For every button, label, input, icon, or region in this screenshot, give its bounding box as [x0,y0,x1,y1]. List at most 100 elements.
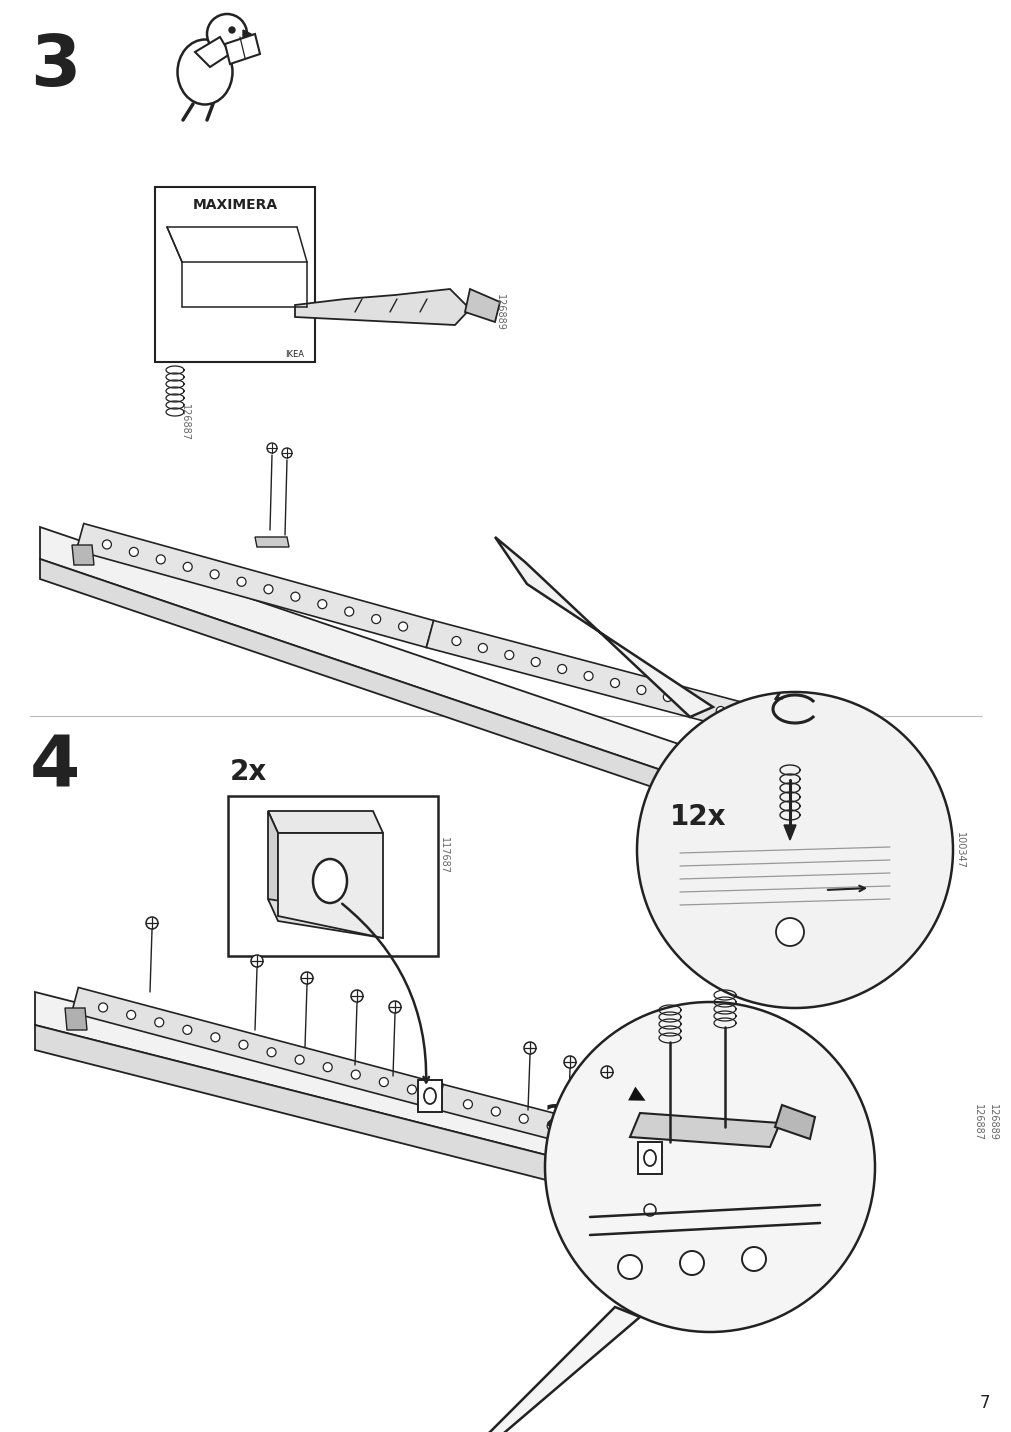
Circle shape [351,990,363,1002]
Circle shape [156,554,165,564]
Polygon shape [426,620,803,746]
Circle shape [371,614,380,623]
Polygon shape [762,1190,785,1211]
Circle shape [601,1065,613,1078]
Text: IKEA: IKEA [285,349,304,358]
Circle shape [251,955,263,967]
Polygon shape [72,546,94,566]
Ellipse shape [312,859,347,904]
Polygon shape [76,524,434,647]
Polygon shape [255,537,289,547]
Circle shape [210,570,219,579]
Circle shape [547,1121,556,1130]
Circle shape [129,547,139,557]
Circle shape [583,672,592,680]
Circle shape [183,563,192,571]
Circle shape [463,1100,472,1108]
Circle shape [690,699,698,709]
Text: 7: 7 [979,1393,989,1412]
Polygon shape [35,992,790,1217]
Circle shape [228,27,235,33]
Text: 126889: 126889 [494,294,504,331]
Circle shape [603,1136,612,1146]
Circle shape [282,448,292,458]
Polygon shape [418,1080,442,1113]
Circle shape [264,584,273,594]
Circle shape [662,693,671,702]
Circle shape [239,1040,248,1050]
Circle shape [146,916,158,929]
Circle shape [574,1128,583,1138]
Text: 100347: 100347 [954,832,964,868]
Polygon shape [435,1307,639,1432]
Circle shape [102,540,111,548]
Circle shape [524,1042,536,1054]
Circle shape [768,720,777,729]
Polygon shape [35,1025,790,1242]
Circle shape [237,577,246,586]
Circle shape [563,1055,575,1068]
Circle shape [323,1063,332,1071]
Polygon shape [774,1106,814,1138]
Text: MAXIMERA: MAXIMERA [192,198,277,212]
Circle shape [351,1070,360,1080]
Circle shape [658,1150,667,1160]
Circle shape [267,442,277,453]
Circle shape [618,1254,641,1279]
FancyBboxPatch shape [227,796,438,957]
Polygon shape [464,289,499,322]
Circle shape [557,664,566,673]
Circle shape [742,1173,751,1181]
Polygon shape [278,833,382,938]
Circle shape [452,636,460,646]
Circle shape [207,14,247,54]
Circle shape [388,1001,400,1012]
Text: 126887: 126887 [972,1104,982,1140]
Ellipse shape [643,1150,655,1166]
Circle shape [491,1107,499,1116]
Circle shape [679,1252,704,1274]
Text: 12x: 12x [669,803,726,831]
Circle shape [643,1204,655,1216]
Circle shape [716,706,725,716]
Circle shape [686,1157,696,1167]
Circle shape [636,692,952,1008]
Text: 126889: 126889 [987,1104,997,1140]
Polygon shape [268,899,382,938]
Circle shape [267,1048,276,1057]
Polygon shape [437,1084,777,1197]
Polygon shape [243,30,255,42]
Circle shape [295,1055,304,1064]
Text: 2x: 2x [229,758,266,786]
Polygon shape [630,1113,779,1147]
Ellipse shape [177,40,233,105]
Circle shape [407,1085,416,1094]
Circle shape [478,643,487,653]
Polygon shape [40,527,819,823]
Circle shape [775,918,803,947]
Polygon shape [195,37,229,67]
Circle shape [519,1114,528,1123]
Text: 2x: 2x [544,1103,584,1131]
Circle shape [210,1032,219,1042]
FancyBboxPatch shape [155,188,314,362]
Text: 117687: 117687 [439,836,449,874]
Text: 4: 4 [29,732,80,800]
Circle shape [630,1143,639,1153]
Circle shape [714,1166,723,1174]
Circle shape [636,686,645,695]
Circle shape [742,713,751,723]
Polygon shape [637,1141,661,1174]
Circle shape [379,1077,388,1087]
Circle shape [610,679,619,687]
Circle shape [741,1247,765,1272]
Polygon shape [65,1008,87,1030]
Polygon shape [224,34,260,64]
Circle shape [126,1011,135,1020]
Circle shape [155,1018,164,1027]
Ellipse shape [424,1088,436,1104]
Text: 126887: 126887 [180,404,190,441]
Circle shape [183,1025,192,1034]
Polygon shape [784,825,796,841]
Polygon shape [40,558,819,843]
